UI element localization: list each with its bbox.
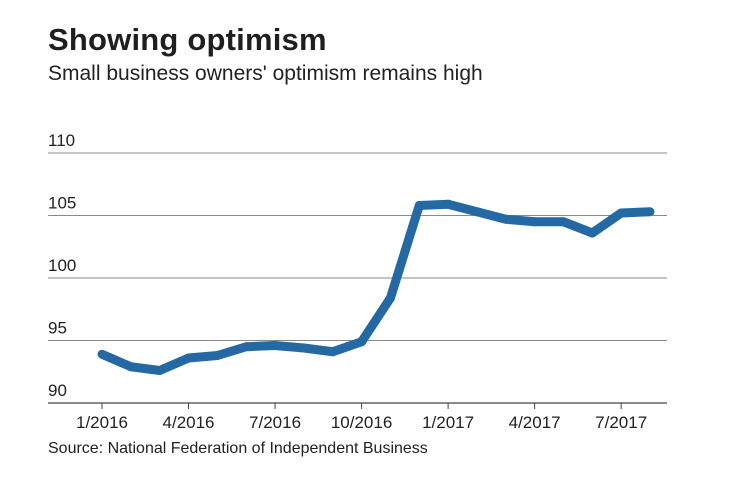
series-layer [97,199,655,375]
data-point [385,293,395,303]
chart-title: Showing optimism [48,22,327,57]
data-point [414,201,424,210]
data-point [299,343,309,353]
x-tick-label: 7/2017 [595,413,647,432]
data-point [530,217,540,227]
y-tick-label: 90 [48,381,67,400]
y-tick-label: 110 [48,131,75,150]
x-tick-label: 1/2017 [422,413,474,432]
data-point [241,342,251,352]
data-point [616,208,626,218]
data-point [155,366,165,375]
data-point [587,228,597,238]
data-point [126,362,136,372]
data-point [645,207,655,217]
y-tick-label: 105 [48,194,76,213]
x-axis-tick-labels: 1/2016 4/2016 7/2016 10/2016 1/2017 4/2017 7/2… [76,403,647,432]
x-tick-label: 10/2016 [331,413,392,432]
y-tick-label: 95 [48,319,67,338]
series-line [100,199,651,375]
data-point [472,207,482,217]
chart-subtitle: Small business owners' optimism remains … [48,62,483,85]
data-point [270,341,280,350]
data-point [97,349,107,359]
x-tick-label: 4/2017 [509,413,561,432]
x-tick-label: 4/2016 [163,413,215,432]
data-point [184,353,194,363]
y-axis-tick-labels: 110 105 100 95 90 [48,131,76,400]
data-point [328,347,338,357]
data-point [501,214,511,224]
y-tick-label: 100 [48,256,76,275]
data-point [443,199,453,209]
data-point [558,217,568,227]
x-tick-label: 7/2016 [249,413,301,432]
data-point [212,351,222,360]
data-point [357,337,367,347]
x-tick-label: 1/2016 [76,413,128,432]
source-note: Source: National Federation of Independe… [48,440,428,457]
gridlines [48,152,667,404]
